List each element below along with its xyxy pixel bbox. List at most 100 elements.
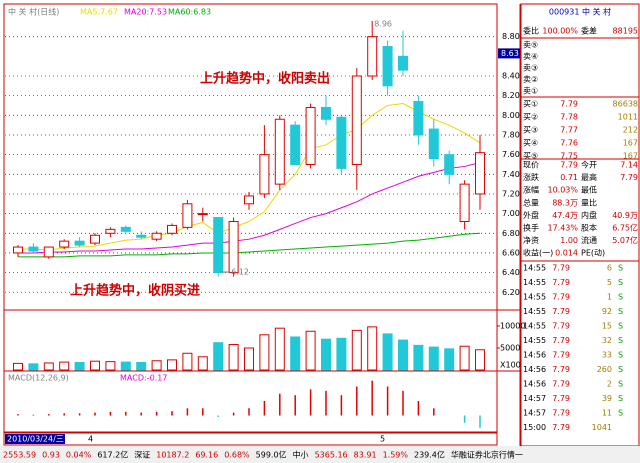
tick-price: 7.79 [552,278,570,287]
status-item: 0.04% [66,451,92,460]
quote-label: 股本 [581,223,597,233]
quote-label: 最高 [581,172,597,182]
month-label: 4 [88,435,93,444]
quote-value: 40.9万 [612,211,638,220]
status-item: 深证 [134,451,150,460]
macd-legend: MACD:-0.17 [120,374,167,383]
tick-price: 7.79 [552,293,570,302]
tick-volume: 5 [607,278,612,287]
volume-bar [305,330,316,371]
y-tick-label: 6.80 [502,229,520,238]
volume-bar [228,343,239,371]
month-label: 5 [380,435,385,444]
status-item: 1.59% [383,451,409,460]
bid-label: 买① [523,100,538,109]
volume-bar [74,362,85,371]
macd-title: MACD(12,26,9) [8,374,69,383]
price-marker-label: 8.63 [501,49,519,58]
status-item: 83.91 [354,451,377,460]
bid-label: 买③ [523,126,538,135]
candle-body [13,246,23,254]
tick-side: S [618,394,623,403]
quote-header: 000931 中 关 村 [549,7,611,17]
candle-body [244,195,254,205]
volume-bar [213,342,224,371]
tick-side: S [618,307,623,316]
bid-price: 7.78 [560,113,578,122]
volume-bar [459,345,470,371]
ask-label: 卖④ [523,52,538,61]
candle-body [428,128,439,160]
y-tick-label: 8.20 [502,91,520,100]
volume-bar [398,339,408,371]
volume-bar [428,346,439,371]
candle-body [74,240,85,246]
quote-value: 100.00% [542,27,578,36]
volume-bar [13,362,23,371]
quote-label: 外盘 [523,210,539,220]
candle-body [413,101,424,136]
volume-bar [182,352,193,371]
quote-value: 10.03% [547,186,578,195]
quote-value: 88195 [613,27,638,36]
candle-body [290,124,301,165]
y-tick-label: 8.00 [502,111,520,120]
candle-body [321,106,331,120]
ma-line [18,162,481,254]
quote-value: 0.014 [555,249,578,258]
volume-bar [336,337,347,371]
bid-label: 买④ [523,139,538,148]
volume-bar [136,362,147,371]
low-marker: 6.12 [231,268,249,277]
tick-side: S [618,336,623,345]
quote-value: 47.4万 [552,211,578,220]
quote-value: 7.14 [620,161,638,170]
candle-body [336,116,347,169]
volume-bar [28,363,39,371]
quote-label: 流通 [581,235,597,245]
tick-price: 7.79 [552,394,570,403]
y-tick-label: 6.20 [502,288,520,297]
bid-label: 买② [523,113,538,122]
volume-bar [59,361,70,371]
tick-time: 14:55 [523,307,546,316]
quote-label: 净资 [523,235,539,245]
date-box [5,434,65,444]
quote-label: 最低 [581,185,597,195]
bid-volume: 1011 [618,113,638,122]
y-tick-label: 7.00 [502,209,520,218]
tick-time: 14:55 [523,264,546,273]
chart-title: 中 关 村(日线) [8,7,59,17]
candle-body [90,234,100,244]
bid-price: 7.77 [560,126,578,135]
ma-line [18,232,481,258]
bid-label: 买⑤ [523,152,538,161]
volume-bar [413,344,424,371]
tick-volume: 33 [602,351,612,360]
bid-price: 7.75 [560,152,578,161]
quote-label: 今开 [581,160,597,170]
candle-body [59,240,70,248]
volume-bar [274,327,285,371]
candle-body [28,246,39,252]
ask-label: 卖⑤ [523,41,538,50]
chart-frame [3,3,498,433]
tick-time: 14:55 [523,278,546,287]
candle-body [120,226,131,232]
candle-body [213,217,224,274]
candle-body [305,106,316,165]
quote-label: 换手 [523,223,539,233]
volume-bar [120,361,131,371]
candle-body [274,118,285,185]
bid-volume: 212 [623,126,638,135]
volume-unit: X100 [500,361,521,370]
quote-value: 17.43% [547,224,578,233]
status-item: 2553.59 [3,451,36,460]
quote-value: 0.71 [560,173,578,182]
ma-line [18,103,481,251]
quote-label: 涨跌 [523,172,539,182]
status-item: 0.68% [224,451,250,460]
tick-side: S [618,351,623,360]
candle-body [398,55,408,71]
ask-label: 卖③ [523,64,538,73]
